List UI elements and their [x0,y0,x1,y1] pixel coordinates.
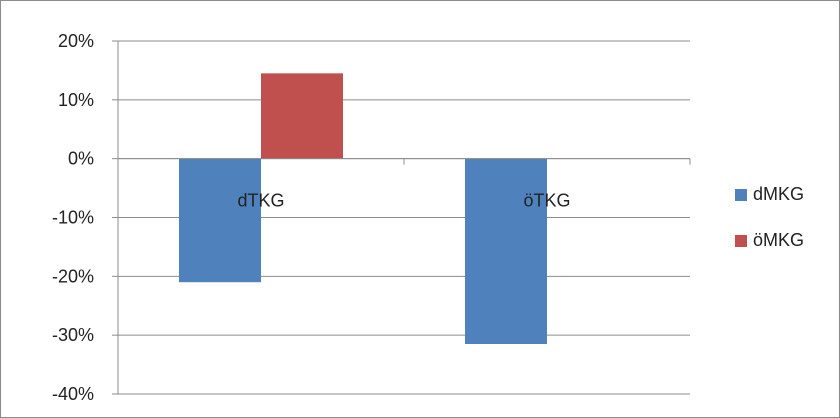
y-tick-label: -30% [52,325,94,345]
legend-label-dMKG: dMKG [753,184,804,204]
bars [179,73,547,344]
y-tick-label: -20% [52,266,94,286]
category-label: dTKG [237,191,284,211]
y-tick-label: 20% [58,31,94,51]
bar-dMKG-dTKG [179,158,261,283]
y-tick-label: 0% [68,149,94,169]
legend-label-öMKG: öMKG [753,230,804,250]
y-tick-label: -40% [52,384,94,404]
category-label: öTKG [523,191,570,211]
y-tick-label: 10% [58,90,94,110]
axes [117,41,691,394]
y-axis-ticks: 20% 10% 0% -10% -20% -30% -40% [52,31,94,404]
legend-swatch-dMKG [735,189,747,201]
legend-swatch-öMKG [735,235,747,247]
y-tick-label: -10% [52,208,94,228]
bar-dMKG-öTKG [465,158,547,344]
category-labels: dTKG öTKG [237,191,570,211]
legend: dMKG öMKG [735,184,804,250]
bar-öMKG-dTKG [261,73,343,159]
